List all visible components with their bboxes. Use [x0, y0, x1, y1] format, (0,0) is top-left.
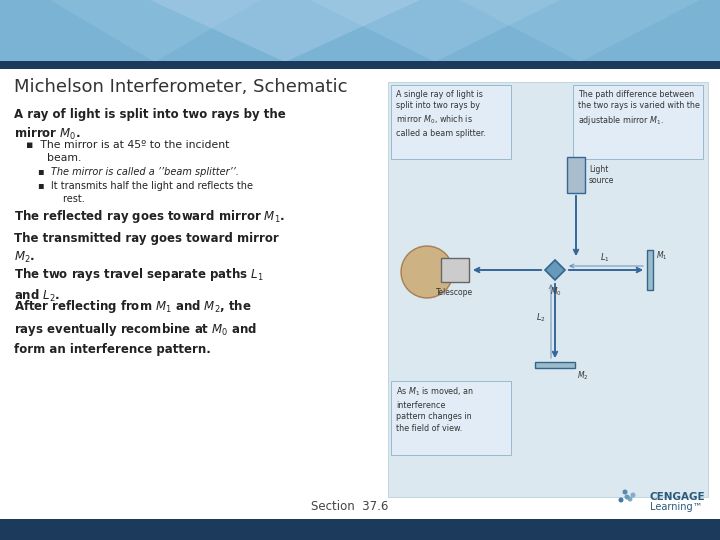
Text: $M_0$: $M_0$ [550, 286, 562, 299]
Circle shape [401, 246, 453, 298]
Text: The path difference between
the two rays is varied with the
adjustable mirror $M: The path difference between the two rays… [578, 90, 700, 126]
Bar [0, 61, 720, 69]
Polygon shape [545, 260, 565, 280]
Circle shape [631, 492, 636, 497]
Text: The reflected ray goes toward mirror $\mathit{M}_1$.: The reflected ray goes toward mirror $\m… [14, 208, 285, 225]
Bar [567, 157, 585, 193]
Text: ▪  The mirror is called a ’’beam splitter’’.: ▪ The mirror is called a ’’beam splitter… [38, 167, 239, 177]
Text: $L_1$: $L_1$ [600, 251, 610, 264]
Text: $L_2$: $L_2$ [536, 311, 546, 323]
Bar [647, 250, 653, 290]
Bar [441, 258, 469, 282]
Text: Telescope: Telescope [436, 288, 474, 297]
Bar [535, 362, 575, 368]
Text: The transmitted ray goes toward mirror
$\mathit{M}_2$.: The transmitted ray goes toward mirror $… [14, 232, 279, 265]
Text: Light
source: Light source [589, 165, 614, 185]
Polygon shape [150, 0, 420, 62]
Text: Michelson Interferometer, Schematic: Michelson Interferometer, Schematic [14, 78, 348, 96]
Circle shape [624, 495, 629, 500]
Text: As $M_1$ is moved, an
interference
pattern changes in
the field of view.: As $M_1$ is moved, an interference patte… [396, 386, 474, 433]
Text: Learning™: Learning™ [650, 502, 703, 512]
Text: ▪  It transmits half the light and reflects the
        rest.: ▪ It transmits half the light and reflec… [38, 181, 253, 204]
Text: After reflecting from $\mathit{M}_1$ and $\mathit{M}_2$, the
rays eventually rec: After reflecting from $\mathit{M}_1$ and… [14, 298, 257, 356]
FancyBboxPatch shape [391, 381, 511, 455]
Text: A single ray of light is
split into two rays by
mirror $M_0$, which is
called a : A single ray of light is split into two … [396, 90, 486, 138]
Text: A ray of light is split into two rays by the
mirror $\mathit{M}_0$.: A ray of light is split into two rays by… [14, 108, 286, 143]
Text: The two rays travel separate paths $\mathit{L}_1$
and $\mathit{L}_2$.: The two rays travel separate paths $\mat… [14, 266, 264, 305]
Polygon shape [310, 0, 560, 62]
Circle shape [618, 497, 624, 503]
Text: Section  37.6: Section 37.6 [311, 501, 389, 514]
Text: $M_2$: $M_2$ [577, 370, 588, 382]
FancyBboxPatch shape [573, 85, 703, 159]
Polygon shape [460, 0, 700, 62]
Text: ▪  The mirror is at 45º to the incident
      beam.: ▪ The mirror is at 45º to the incident b… [26, 140, 230, 163]
Text: CENGAGE: CENGAGE [650, 492, 706, 502]
Circle shape [628, 496, 632, 502]
FancyBboxPatch shape [391, 85, 511, 159]
Bar [0, 0, 720, 62]
Polygon shape [50, 0, 260, 62]
Circle shape [623, 489, 628, 495]
Bar [388, 82, 708, 497]
Bar [0, 519, 720, 540]
Text: $M_1$: $M_1$ [656, 250, 667, 262]
